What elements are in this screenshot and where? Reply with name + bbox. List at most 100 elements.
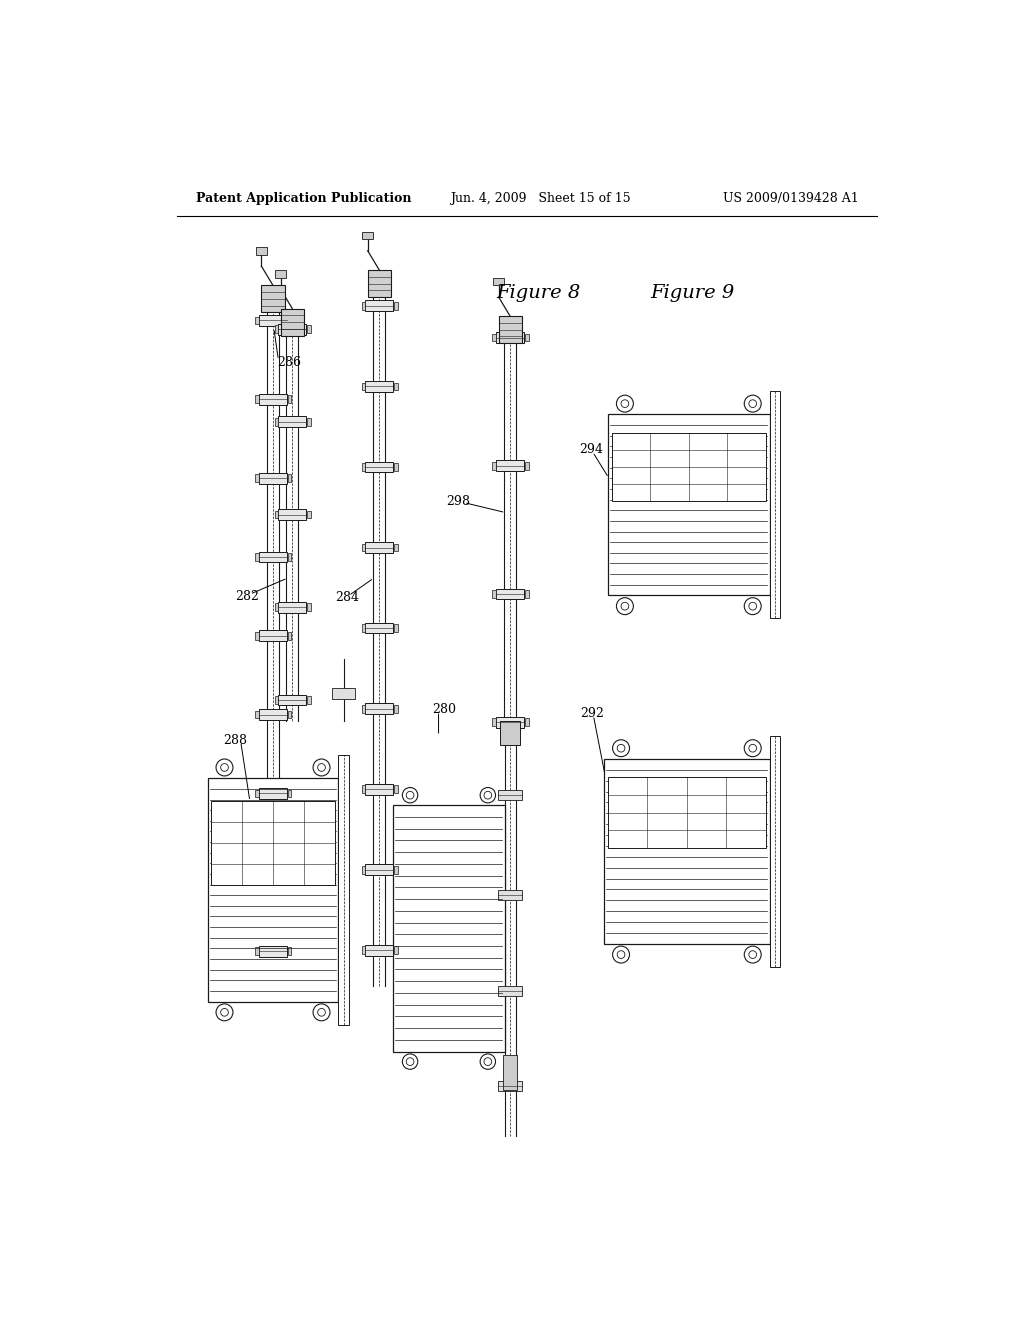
Bar (255, 396, 259, 403)
Bar (288, 710, 292, 718)
Bar (259, 788, 287, 799)
Bar (497, 589, 524, 599)
Bar (497, 717, 524, 727)
Bar (274, 696, 279, 704)
Bar (288, 869, 292, 876)
Bar (366, 381, 393, 392)
Circle shape (480, 788, 496, 803)
Bar (307, 696, 310, 704)
Text: Figure 8: Figure 8 (497, 284, 581, 302)
Bar (288, 948, 292, 954)
Bar (256, 247, 267, 255)
Bar (608, 777, 766, 847)
Bar (608, 414, 770, 595)
Bar (259, 473, 287, 483)
Circle shape (407, 792, 414, 799)
Bar (259, 631, 287, 642)
Bar (500, 721, 520, 744)
Bar (307, 511, 310, 519)
Text: $\mathregular{286}$: $\mathregular{286}$ (276, 355, 302, 370)
Bar (259, 867, 287, 878)
Bar (497, 333, 524, 343)
Bar (394, 785, 397, 793)
Text: Patent Application Publication: Patent Application Publication (196, 191, 412, 205)
Circle shape (749, 400, 757, 408)
Bar (498, 1081, 522, 1092)
Bar (604, 759, 770, 944)
Bar (281, 309, 304, 335)
Bar (394, 302, 397, 310)
Text: Jun. 4, 2009   Sheet 15 of 15: Jun. 4, 2009 Sheet 15 of 15 (451, 191, 631, 205)
Bar (361, 463, 366, 471)
Bar (255, 948, 259, 954)
Bar (611, 433, 766, 502)
Circle shape (216, 1003, 233, 1020)
Bar (255, 869, 259, 876)
Bar (770, 391, 780, 619)
Bar (366, 704, 393, 714)
Circle shape (744, 946, 761, 964)
Circle shape (313, 759, 330, 776)
Bar (288, 632, 292, 640)
Bar (279, 323, 306, 334)
Bar (493, 590, 497, 598)
Bar (274, 603, 279, 611)
Bar (361, 544, 366, 552)
Bar (393, 805, 505, 1052)
Bar (361, 866, 366, 874)
Bar (368, 271, 391, 297)
Bar (366, 543, 393, 553)
Bar (524, 334, 528, 342)
Circle shape (484, 792, 492, 799)
Bar (394, 624, 397, 632)
Circle shape (317, 763, 326, 771)
Circle shape (744, 395, 761, 412)
Bar (288, 789, 292, 797)
Bar (498, 890, 522, 900)
Bar (361, 383, 366, 391)
Circle shape (407, 1057, 414, 1065)
Bar (394, 946, 397, 954)
Bar (493, 334, 497, 342)
Bar (261, 285, 285, 313)
Bar (366, 945, 393, 956)
Bar (394, 463, 397, 471)
Bar (255, 789, 259, 797)
Bar (497, 461, 524, 471)
Circle shape (749, 602, 757, 610)
Text: US 2009/0139428 A1: US 2009/0139428 A1 (724, 191, 859, 205)
Bar (274, 511, 279, 519)
Bar (279, 602, 306, 612)
Circle shape (744, 739, 761, 756)
Bar (394, 544, 397, 552)
Bar (259, 552, 287, 562)
Bar (255, 474, 259, 482)
Circle shape (621, 400, 629, 408)
Bar (361, 624, 366, 632)
Bar (333, 688, 355, 700)
Bar (259, 709, 287, 719)
Bar (394, 866, 397, 874)
Bar (361, 946, 366, 954)
Bar (524, 718, 528, 726)
Text: $\mathregular{284}$: $\mathregular{284}$ (335, 590, 359, 605)
Circle shape (616, 598, 634, 615)
Bar (255, 553, 259, 561)
Bar (255, 632, 259, 640)
Bar (255, 317, 259, 325)
Circle shape (317, 1008, 326, 1016)
Bar (366, 623, 393, 634)
Bar (366, 301, 393, 312)
Bar (275, 271, 286, 277)
Bar (362, 231, 373, 239)
Bar (339, 755, 349, 1024)
Circle shape (484, 1057, 492, 1065)
Bar (307, 418, 310, 425)
Bar (255, 710, 259, 718)
Bar (361, 785, 366, 793)
Text: $\mathregular{298}$: $\mathregular{298}$ (446, 494, 471, 508)
Circle shape (480, 1053, 496, 1069)
Circle shape (612, 739, 630, 756)
Circle shape (402, 1053, 418, 1069)
Text: Figure 9: Figure 9 (650, 284, 735, 302)
